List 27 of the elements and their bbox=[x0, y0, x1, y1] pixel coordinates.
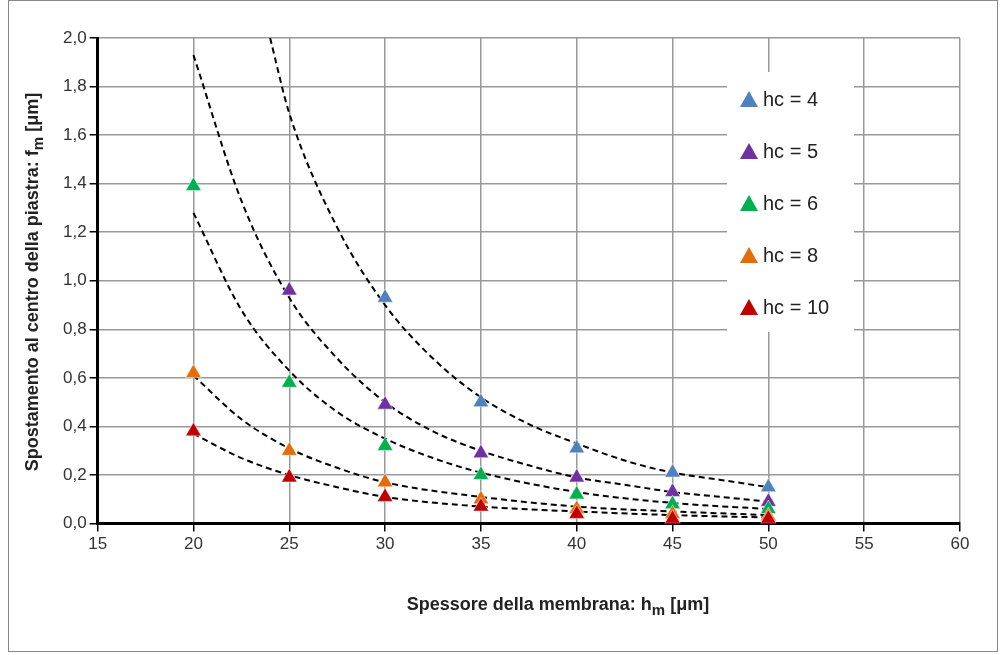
legend-label: hc = 6 bbox=[763, 191, 819, 214]
y-tick-label: 1,6 bbox=[62, 124, 87, 144]
x-tick-label: 45 bbox=[663, 534, 683, 554]
legend-label: hc = 10 bbox=[763, 295, 830, 318]
y-tick-label: 0,8 bbox=[62, 319, 87, 339]
legend-label: hc = 4 bbox=[763, 87, 819, 110]
y-tick-label: 0,2 bbox=[62, 464, 87, 484]
y-tick-label: 2,0 bbox=[62, 27, 87, 47]
x-tick-label: 35 bbox=[471, 534, 491, 554]
y-tick-label: 1,0 bbox=[62, 270, 87, 290]
legend-label: hc = 5 bbox=[763, 139, 819, 162]
y-tick-label: 1,4 bbox=[62, 173, 87, 193]
y-tick-label: 0,4 bbox=[62, 416, 87, 436]
y-tick-label: 0,6 bbox=[62, 367, 87, 387]
x-tick-label: 25 bbox=[279, 534, 299, 554]
x-tick-label: 55 bbox=[854, 534, 874, 554]
legend-label: hc = 8 bbox=[763, 243, 819, 266]
y-tick-label: 1,2 bbox=[62, 221, 87, 241]
x-tick-label: 15 bbox=[88, 534, 108, 554]
y-tick-label: 0,0 bbox=[62, 513, 87, 533]
x-tick-label: 20 bbox=[183, 534, 203, 554]
x-tick-label: 50 bbox=[758, 534, 778, 554]
x-tick-label: 60 bbox=[950, 534, 970, 554]
x-axis-title: Spessore della membrana: h$_{m}$ [μm] bbox=[405, 594, 711, 618]
x-tick-label: 30 bbox=[375, 534, 395, 554]
y-tick-label: 1,8 bbox=[62, 76, 87, 96]
x-tick-label: 40 bbox=[567, 534, 587, 554]
